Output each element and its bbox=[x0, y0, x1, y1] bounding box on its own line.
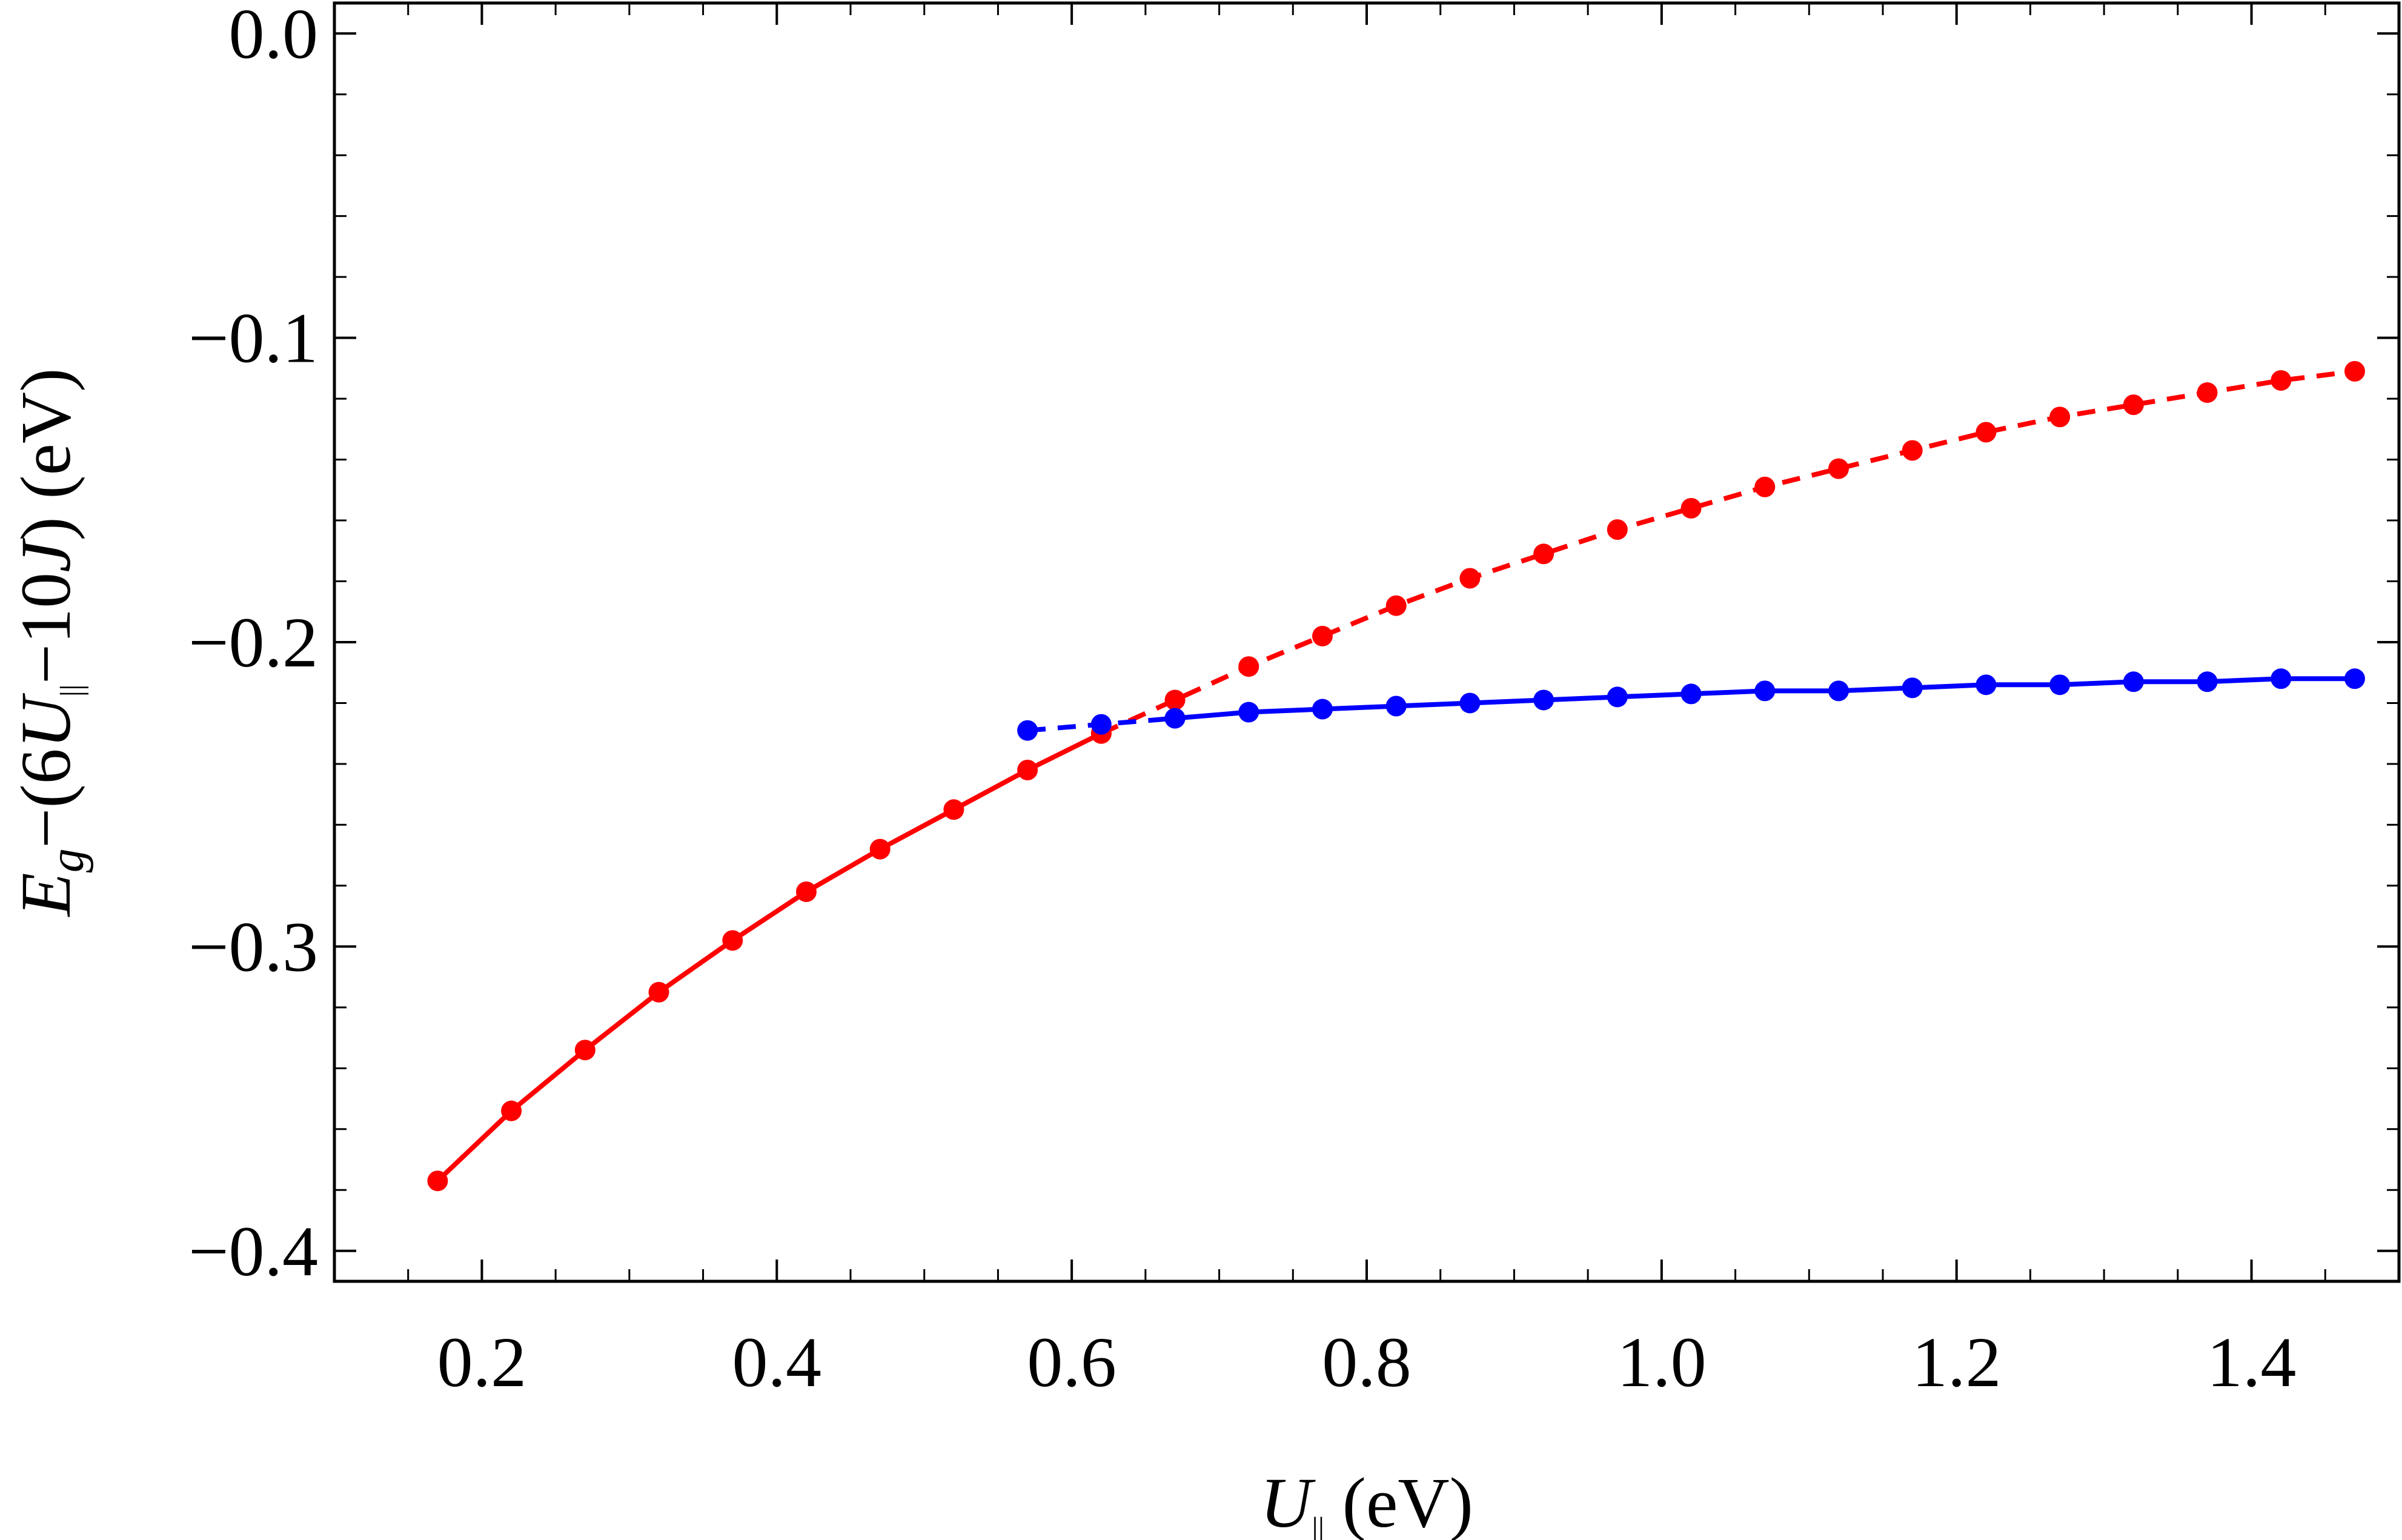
data-point bbox=[2049, 407, 2071, 428]
data-point bbox=[1017, 720, 1038, 741]
data-point bbox=[1607, 519, 1628, 540]
data-point bbox=[1828, 458, 1849, 479]
data-point bbox=[2123, 671, 2144, 692]
data-point bbox=[2049, 674, 2071, 695]
data-point bbox=[1828, 680, 1849, 702]
data-point bbox=[722, 930, 743, 951]
y-tick-label: −0.1 bbox=[188, 299, 318, 378]
data-point bbox=[2271, 668, 2292, 689]
data-point bbox=[1754, 476, 1776, 497]
data-point bbox=[2344, 360, 2365, 382]
data-point bbox=[1680, 497, 1702, 519]
y-tick-label: −0.2 bbox=[188, 603, 318, 682]
data-point bbox=[1238, 702, 1259, 723]
data-point bbox=[1385, 595, 1407, 616]
x-tick-label: 0.8 bbox=[1322, 1323, 1412, 1402]
data-point bbox=[648, 981, 669, 1003]
data-point bbox=[1902, 677, 1923, 699]
y-tick-label: −0.4 bbox=[188, 1212, 318, 1291]
plot-frame bbox=[333, 1, 2401, 1283]
series-lines bbox=[436, 368, 2355, 1183]
data-point bbox=[2271, 370, 2292, 391]
data-point bbox=[1754, 680, 1776, 702]
data-point bbox=[2344, 668, 2365, 689]
x-tick-label: 1.2 bbox=[1912, 1323, 2002, 1402]
data-point bbox=[1164, 708, 1186, 729]
data-point bbox=[1902, 440, 1923, 461]
data-point bbox=[1607, 686, 1628, 708]
data-point bbox=[1680, 683, 1702, 705]
data-point bbox=[943, 799, 964, 820]
data-point bbox=[1090, 714, 1112, 735]
data-point bbox=[1976, 674, 1997, 695]
data-point bbox=[1459, 568, 1481, 589]
x-tick-label: 0.2 bbox=[437, 1323, 527, 1402]
data-point bbox=[1976, 422, 1997, 443]
x-axis-label: U|| (eV) bbox=[1260, 1463, 1473, 1540]
series-line-0 bbox=[436, 731, 1103, 1183]
data-point bbox=[1533, 543, 1554, 565]
x-tick-label: 1.4 bbox=[2207, 1323, 2297, 1402]
data-point bbox=[574, 1040, 596, 1061]
data-point bbox=[2123, 394, 2144, 416]
data-point bbox=[1312, 699, 1333, 720]
data-point bbox=[1164, 689, 1186, 711]
axis-ticks bbox=[333, 3, 2400, 1281]
data-point bbox=[501, 1100, 522, 1121]
data-point bbox=[1017, 760, 1038, 780]
data-point bbox=[1459, 692, 1481, 714]
data-point bbox=[427, 1170, 448, 1192]
x-tick-label: 0.4 bbox=[732, 1323, 822, 1402]
data-point bbox=[1238, 656, 1259, 677]
x-tick-label: 0.6 bbox=[1027, 1323, 1116, 1402]
axis-tick-labels: 0.2 0.4 0.6 0.8 1.0 1.2 1.4 0.0 −0.1 −0.2 −0.3 −0.4 bbox=[188, 0, 2296, 1402]
data-point bbox=[1312, 625, 1333, 646]
y-tick-label: −0.3 bbox=[188, 907, 318, 986]
y-tick-label: 0.0 bbox=[229, 0, 319, 73]
data-point bbox=[869, 838, 891, 860]
data-point bbox=[2197, 671, 2218, 692]
data-point bbox=[1533, 689, 1554, 711]
series-points bbox=[427, 360, 2365, 1192]
data-point bbox=[2197, 382, 2218, 403]
y-axis-label: Eg−(6U||−10J) (eV) bbox=[6, 368, 94, 918]
data-point bbox=[795, 881, 817, 902]
x-tick-label: 1.0 bbox=[1617, 1323, 1707, 1402]
series-line-1 bbox=[1100, 368, 2355, 736]
data-point bbox=[1385, 695, 1407, 717]
